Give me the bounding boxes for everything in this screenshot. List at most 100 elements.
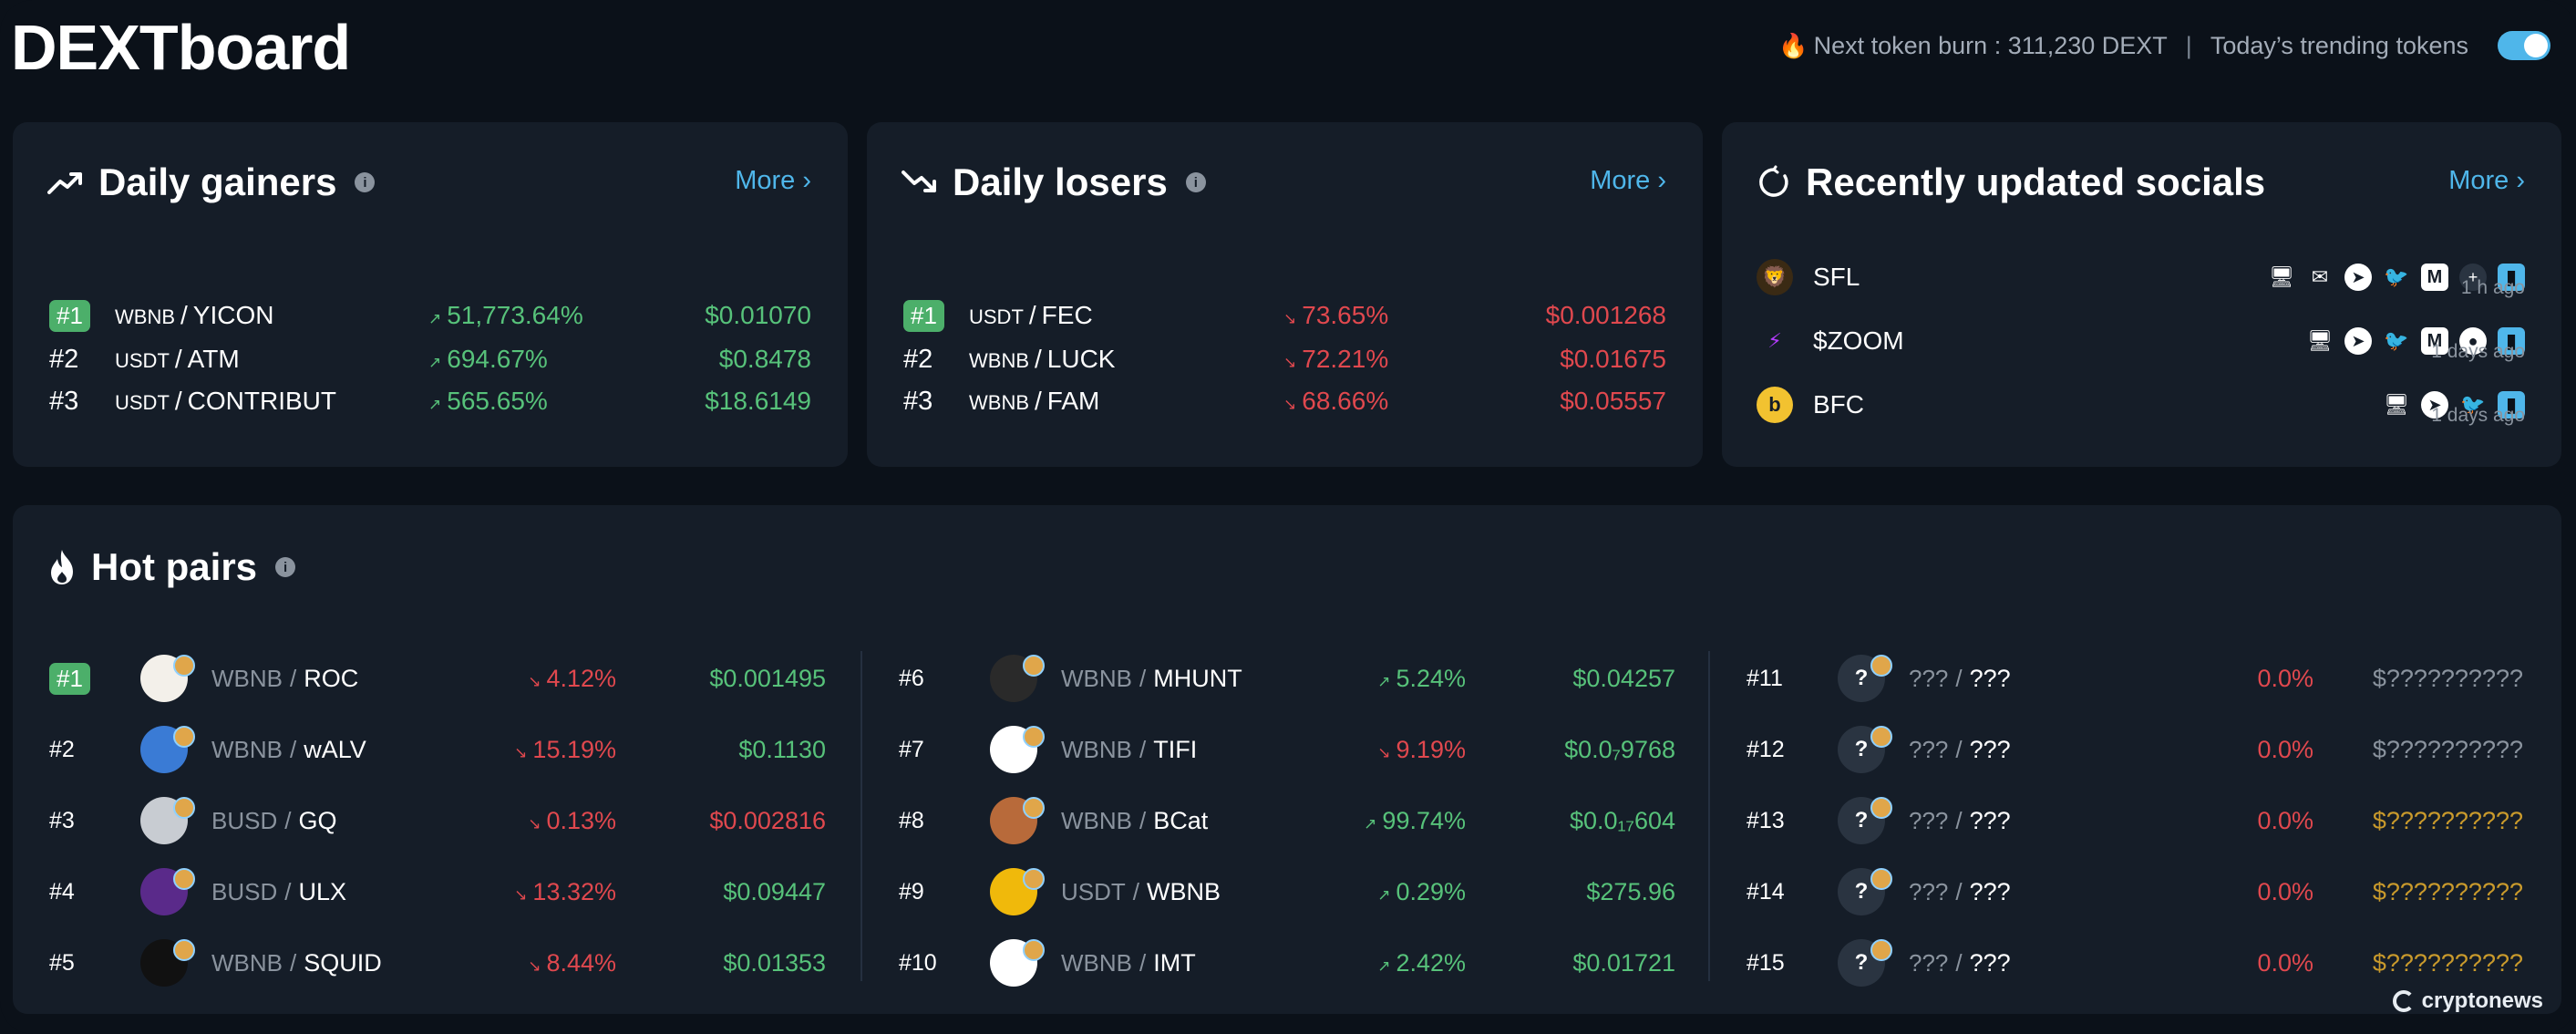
rank-number: #8 [899, 808, 990, 834]
arrow-down-icon: ↘ [528, 956, 541, 975]
chart-icon[interactable]: ▮ [2498, 327, 2525, 355]
quote-token: WBNB [969, 349, 1029, 372]
losers-row[interactable]: #1 USDT / FEC ↘ 73.65% $0.001268 [903, 295, 1666, 336]
info-icon[interactable]: i [275, 557, 296, 577]
trending-toggle[interactable] [2498, 31, 2550, 60]
info-icon[interactable]: i [355, 172, 376, 192]
token-pair: WBNB / YICON [115, 301, 428, 330]
social-row-bfc[interactable]: b BFC 🖥 ➤ 🐦 ▮ [1757, 383, 2525, 427]
rank-label: #14 [1747, 878, 1785, 905]
website-icon[interactable]: 🖥 [2384, 393, 2409, 416]
unknown-token-icon: ? [1838, 868, 1885, 915]
rank-number: #4 [49, 879, 140, 905]
token-pair: USDT / ATM [115, 345, 428, 374]
daily-gainers-panel: Daily gainers i More › #1 WBNB / YICON ↗ 51,7… [13, 122, 848, 467]
percent-value: 0.0% [2257, 948, 2313, 977]
hot-pair-row[interactable]: #14???? /??? 0.0% $?????????? [1747, 864, 2523, 919]
rank-label: #2 [49, 736, 75, 762]
arrow-up-icon: ↗ [428, 310, 442, 327]
telegram-icon[interactable]: ➤ [2421, 391, 2448, 419]
github-icon[interactable]: ● [2459, 327, 2487, 355]
chain-badge-icon [173, 655, 195, 677]
pair-separator: / [1955, 735, 1963, 763]
quote-token: ??? [1909, 664, 1949, 692]
telegram-icon[interactable]: ➤ [2344, 327, 2372, 355]
gainers-row[interactable]: #3 USDT / CONTRIBUT ↗ 565.65% $18.6149 [49, 381, 811, 421]
medium-icon[interactable]: M [2421, 264, 2448, 291]
twitter-icon[interactable]: 🐦 [2384, 265, 2409, 288]
pair-separator: / [1132, 877, 1140, 905]
rank-number: #3 [49, 387, 115, 417]
arrow-up-icon: ↗ [1377, 885, 1391, 904]
pair-separator: / [284, 877, 292, 905]
hot-pairs-title: Hot pairs [91, 545, 258, 588]
hot-pair-row[interactable]: #2 WBNB / wALV ↘ 15.19% $0.1130 [49, 722, 826, 777]
twitter-icon[interactable]: 🐦 [2384, 329, 2409, 352]
token-price: $0.04257 [1572, 664, 1675, 692]
percent-change: ↘ 73.65% [1283, 301, 1484, 330]
gainers-row[interactable]: #2 USDT / ATM ↗ 694.67% $0.8478 [49, 339, 811, 379]
pair-separator: / [1139, 664, 1147, 692]
twitter-icon[interactable]: 🐦 [2460, 393, 2486, 416]
chain-badge-icon [1870, 797, 1892, 819]
percent-change: ↗ 2.42% [1311, 949, 1466, 977]
hot-pair-row[interactable]: #1 WBNB / ROC ↘ 4.12% $0.001495 [49, 651, 826, 706]
losers-row[interactable]: #3 WBNB / FAM ↘ 68.66% $0.05557 [903, 381, 1666, 421]
website-icon[interactable]: 🖥 [2307, 329, 2333, 352]
medium-icon[interactable]: M [2421, 327, 2448, 355]
hot-pair-row[interactable]: #8 WBNB / BCat ↗ 99.74% $0.0₁₇604 [899, 793, 1675, 848]
token-price: $0.0₇9768 [1564, 735, 1675, 763]
percent-change: ↘ 4.12% [461, 665, 616, 693]
hot-pair-row[interactable]: #9 USDT / WBNB ↗ 0.29% $275.96 [899, 864, 1675, 919]
percent-value: 15.19% [532, 735, 616, 763]
hot-pair-row[interactable]: #5 WBNB / SQUID ↘ 8.44% $0.01353 [49, 936, 826, 990]
token-price: $?????????? [2372, 806, 2523, 834]
hot-pair-row[interactable]: #3 BUSD / GQ ↘ 0.13% $0.002816 [49, 793, 826, 848]
token-price: $?????????? [2372, 877, 2523, 905]
rank-label: #11 [1747, 665, 1783, 691]
hot-pair-row[interactable]: #6 WBNB / MHUNT ↗ 5.24% $0.04257 [899, 651, 1675, 706]
chart-icon[interactable]: ▮ [2498, 264, 2525, 291]
base-token: WBNB [1147, 877, 1221, 905]
percent-value: 2.42% [1396, 948, 1466, 977]
gainers-more-link[interactable]: More › [735, 166, 811, 195]
rank-number: #9 [899, 879, 990, 905]
gainers-row[interactable]: #1 WBNB / YICON ↗ 51,773.64% $0.01070 [49, 295, 811, 336]
base-token: GQ [298, 806, 337, 834]
hot-pair-row[interactable]: #12???? /??? 0.0% $?????????? [1747, 722, 2523, 777]
socials-more-link[interactable]: More › [2448, 166, 2525, 195]
telegram-icon[interactable]: ➤ [2344, 264, 2372, 291]
token-price: $0.001268 [1545, 301, 1666, 329]
token-price: $0.09447 [723, 877, 826, 905]
recent-socials-panel: Recently updated socials More › 🦁 SFL 🖥 … [1722, 122, 2561, 467]
quote-token: WBNB [1061, 948, 1132, 977]
unknown-token-icon: ? [1838, 797, 1885, 844]
base-token: ??? [1969, 948, 2011, 977]
plus-icon[interactable]: + [2459, 264, 2487, 291]
losers-more-link[interactable]: More › [1590, 166, 1666, 195]
bfc-token-icon: b [1757, 387, 1793, 423]
chart-icon[interactable]: ▮ [2498, 391, 2525, 419]
percent-value: 0.29% [1396, 877, 1466, 905]
token-pair: ??? /??? [1909, 949, 2159, 977]
hot-pair-row[interactable]: #4 BUSD / ULX ↘ 13.32% $0.09447 [49, 864, 826, 919]
base-token: IMT [1153, 948, 1196, 977]
token-price: $0.01353 [723, 948, 826, 977]
hot-pair-row[interactable]: #10 WBNB / IMT ↗ 2.42% $0.01721 [899, 936, 1675, 990]
hot-pair-row[interactable]: #13???? /??? 0.0% $?????????? [1747, 793, 2523, 848]
info-icon[interactable]: i [1185, 172, 1206, 192]
website-icon[interactable]: 🖥 [2269, 265, 2294, 288]
percent-change: ↘ 8.44% [461, 949, 616, 977]
hot-pair-row[interactable]: #15???? /??? 0.0% $?????????? [1747, 936, 2523, 990]
percent-change: ↘ 9.19% [1311, 736, 1466, 764]
losers-row[interactable]: #2 WBNB / LUCK ↘ 72.21% $0.01675 [903, 339, 1666, 379]
quote-token: WBNB [1061, 735, 1132, 763]
app-logo[interactable]: DEXTboard [11, 12, 351, 83]
social-row-sfl[interactable]: 🦁 SFL 🖥 ✉ ➤ 🐦 M + ▮ [1757, 255, 2525, 299]
quote-token: WBNB [115, 305, 175, 328]
email-icon[interactable]: ✉ [2311, 265, 2329, 288]
rank-label: #9 [899, 878, 924, 905]
hot-pair-row[interactable]: #11???? /??? 0.0% $?????????? [1747, 651, 2523, 706]
social-row-zoom[interactable]: ⚡ $ZOOM 🖥 ➤ 🐦 M ● ▮ [1757, 319, 2525, 363]
hot-pair-row[interactable]: #7 WBNB / TIFI ↘ 9.19% $0.0₇9768 [899, 722, 1675, 777]
